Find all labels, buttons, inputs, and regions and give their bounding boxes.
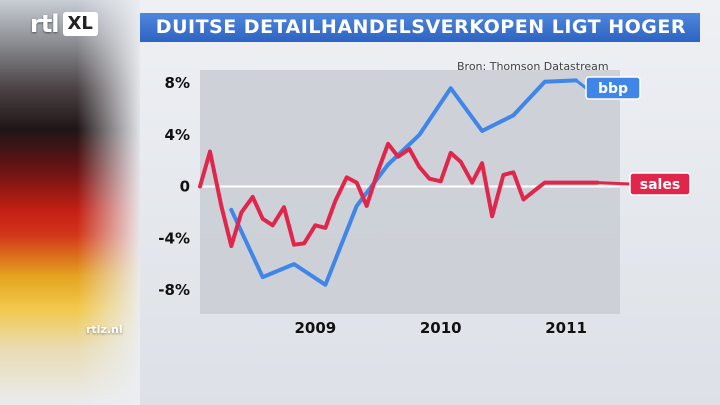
- y-tick-label: -8%: [158, 281, 190, 299]
- series-label-sales: sales: [640, 177, 680, 193]
- source-note: Bron: Thomson Datastream: [457, 60, 609, 73]
- logo-text: rtl: [30, 10, 60, 38]
- series-line-bbp: [229, 78, 579, 287]
- background-flag: [0, 0, 140, 405]
- series-tag-sales: [629, 172, 691, 196]
- y-tick-label: 0: [180, 178, 190, 196]
- logo-badge: XL: [62, 12, 98, 36]
- x-tick-label: 2009: [294, 319, 336, 337]
- series-label-bbp: bbp: [598, 81, 628, 97]
- y-tick-label: 4%: [165, 126, 190, 144]
- x-tick-label: 2011: [545, 319, 587, 337]
- series-connector-bbp: [575, 79, 587, 90]
- y-tick-label: -4%: [158, 229, 190, 247]
- y-axis: 8% 4% 0 -4% -8%: [158, 74, 190, 299]
- chart-title: DUITSE DETAILHANDELSVERKOPEN LIGT HOGER: [155, 16, 686, 38]
- x-tick-label: 2010: [420, 319, 462, 337]
- channel-logo: rtl XL: [30, 10, 98, 38]
- series-labels: bbp sales: [575, 76, 691, 196]
- title-bar: DUITSE DETAILHANDELSVERKOPEN LIGT HOGER: [140, 13, 700, 42]
- series-layer: [198, 78, 600, 287]
- site-url: rtlz.nl: [86, 323, 123, 336]
- series-tag-bbp: [585, 76, 641, 100]
- y-tick-label: 8%: [165, 74, 190, 92]
- series-connector-sales: [597, 181, 631, 186]
- series-line-sales: [198, 141, 600, 248]
- x-axis: 2009 2010 2011: [294, 319, 586, 337]
